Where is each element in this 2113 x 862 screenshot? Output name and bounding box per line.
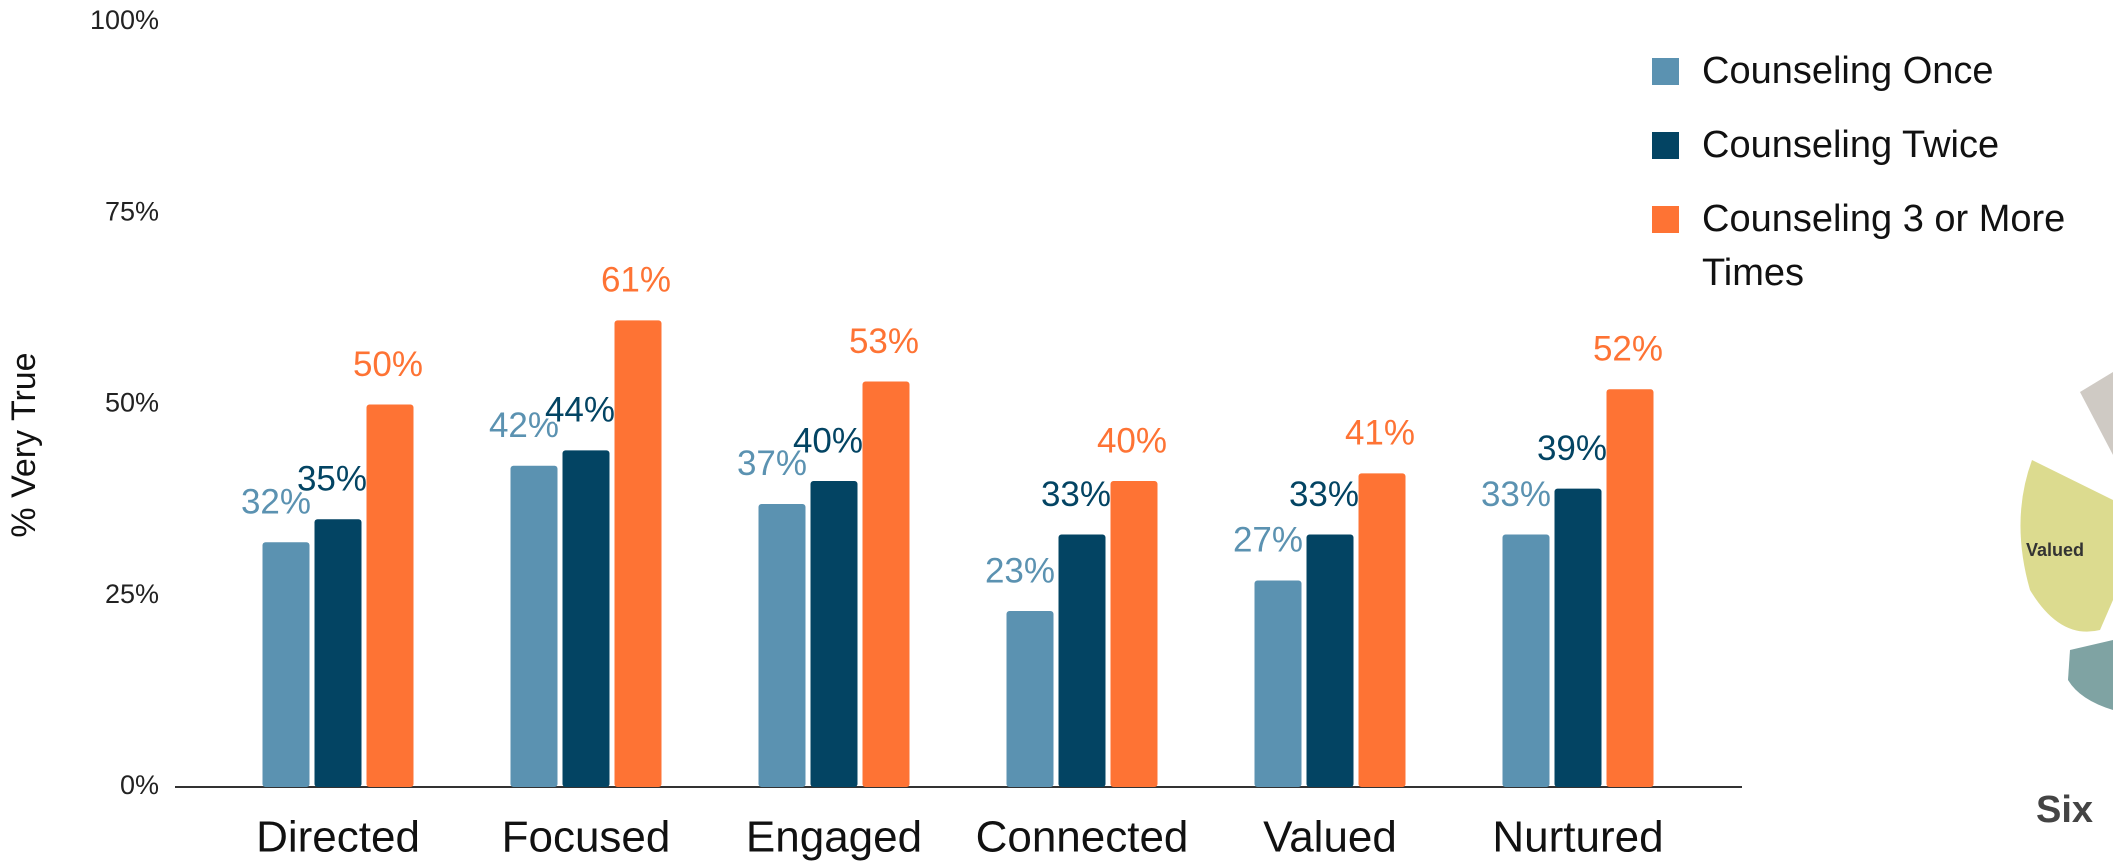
value-label: 44% <box>545 391 615 430</box>
value-label: 33% <box>1289 475 1359 514</box>
x-tick-label: Directed <box>256 813 420 862</box>
wheel-segment <box>2020 460 2113 632</box>
bar <box>1006 611 1054 787</box>
bar <box>1502 534 1550 787</box>
bar <box>1358 473 1406 787</box>
value-label: 61% <box>601 261 671 300</box>
value-label: 40% <box>1097 421 1167 460</box>
bar <box>614 320 662 787</box>
legend-item: Counseling Twice <box>1652 118 2072 172</box>
legend-label: Counseling Once <box>1702 50 1994 92</box>
y-tick-label: 25% <box>105 579 159 609</box>
value-label: 27% <box>1233 521 1303 560</box>
bar <box>1606 389 1654 787</box>
legend-label: Counseling 3 or More Times <box>1702 198 2066 294</box>
bar <box>366 404 414 787</box>
value-label: 33% <box>1041 475 1111 514</box>
bar <box>758 503 806 787</box>
bar <box>862 381 910 787</box>
value-label: 42% <box>489 406 559 445</box>
x-tick-label: Focused <box>502 813 671 862</box>
legend-swatch <box>1652 206 1679 233</box>
value-label: 33% <box>1481 475 1551 514</box>
value-label: 39% <box>1537 429 1607 468</box>
legend: Counseling Once Counseling Twice Counselin… <box>1652 44 2072 320</box>
y-tick-label: 75% <box>105 196 159 226</box>
y-tick-label: 50% <box>105 388 159 418</box>
value-label: 32% <box>241 482 311 521</box>
value-label: 41% <box>1345 414 1415 453</box>
value-label: 52% <box>1593 329 1663 368</box>
value-label: 40% <box>793 421 863 460</box>
legend-label: Counseling Twice <box>1702 124 2000 166</box>
bar <box>562 450 610 787</box>
value-label: 50% <box>353 345 423 384</box>
bar <box>510 465 558 787</box>
bar <box>810 481 858 787</box>
legend-swatch <box>1652 132 1679 159</box>
value-label: 37% <box>737 444 807 483</box>
y-axis-title: % Very True <box>5 352 43 537</box>
graphic-caption: Six <box>2036 789 2093 831</box>
x-tick-label: Nurtured <box>1492 813 1663 862</box>
bar <box>1110 481 1158 787</box>
bar <box>1306 534 1354 787</box>
value-label: 35% <box>297 460 367 499</box>
bar <box>314 519 362 787</box>
wheel-segment <box>2068 640 2113 710</box>
side-graphic: Valued Six <box>2020 372 2113 831</box>
bar <box>1554 488 1602 787</box>
legend-swatch <box>1652 58 1679 85</box>
x-tick-label: Connected <box>976 813 1189 862</box>
legend-item: Counseling 3 or More Times <box>1652 192 2072 300</box>
bar <box>262 542 310 787</box>
bar <box>1254 580 1302 787</box>
legend-item: Counseling Once <box>1652 44 2072 98</box>
y-tick-label: 100% <box>90 5 159 35</box>
wheel-segment <box>2080 372 2113 455</box>
bar <box>1058 534 1106 787</box>
value-label: 23% <box>985 551 1055 590</box>
x-tick-label: Valued <box>1263 813 1397 862</box>
y-tick-label: 0% <box>120 770 159 800</box>
value-label: 53% <box>849 322 919 361</box>
wheel-label: Valued <box>2026 540 2084 560</box>
x-tick-label: Engaged <box>746 813 922 862</box>
